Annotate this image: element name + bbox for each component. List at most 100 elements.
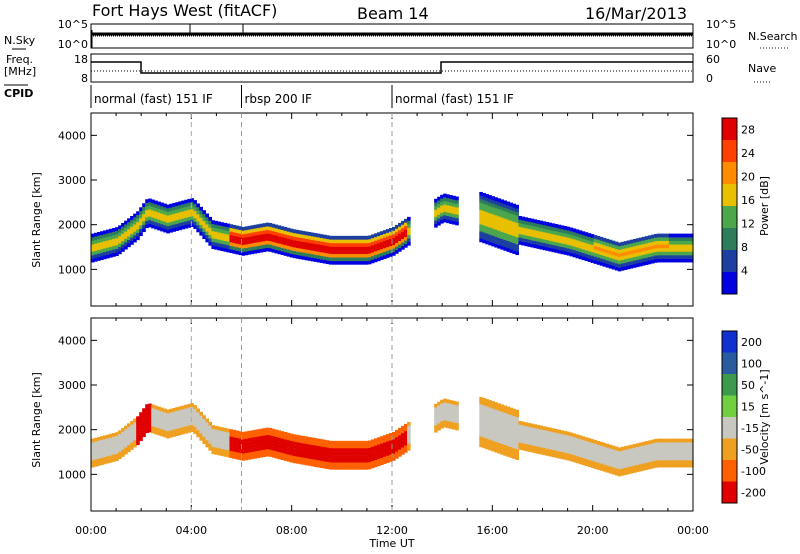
power-cell [614,259,619,264]
power-cell [187,220,191,225]
power-cell [274,246,279,250]
power-cell [346,235,351,240]
velocity-cell [578,442,583,447]
velocity-cell [482,437,486,442]
velocity-cell [407,432,411,437]
velocity-cell [181,430,185,435]
power-cell [127,218,131,223]
velocity-cell [491,422,495,427]
power-cell [181,211,185,216]
velocity-cell [241,456,246,461]
power-cell [94,257,98,262]
velocity-cell [115,446,119,451]
velocity-cell [370,457,375,462]
velocity-cell [151,415,155,420]
power-cell [190,198,194,202]
power-cell [638,255,643,260]
velocity-cell [196,412,200,416]
velocity-cell [295,449,300,453]
velocity-cell [193,405,197,409]
velocity-cell [376,458,381,463]
velocity-cell [569,443,574,448]
velocity-cell [235,455,240,460]
velocity-cell [169,412,173,417]
power-cell [500,217,504,222]
velocity-cell [274,440,279,445]
velocity-cell [512,419,517,424]
power-cell [584,253,589,258]
power-cell [241,226,246,231]
power-cell [452,213,456,218]
velocity-cell [446,413,450,418]
power-cell [91,258,95,263]
power-cell [223,226,228,231]
velocity-cell [367,444,372,448]
power-cell [575,236,580,241]
power-cell [533,226,538,231]
velocity-cell [298,453,303,458]
power-cell [509,227,513,232]
power-cell [106,254,110,259]
power-cell [316,233,321,238]
power-cell [97,249,101,254]
velocity-cell [169,430,173,435]
velocity-cell [554,436,559,440]
velocity-cell [575,434,580,439]
velocity-cell [322,446,327,451]
velocity-cell [265,434,270,439]
velocity-cell [572,440,577,445]
velocity-cell [292,452,297,457]
power-cell [208,216,212,221]
velocity-cell [97,440,101,445]
power-cell [334,239,339,244]
power-cell [184,210,188,215]
power-cell [310,232,315,237]
velocity-cell [653,456,658,461]
velocity-cell [629,448,634,453]
power-cell [172,227,176,232]
velocity-cell [121,438,125,443]
power-cell [404,229,408,234]
power-cell [617,267,622,272]
y-tick-label: 1000 [58,263,86,276]
velocity-cell [256,429,261,434]
power-cell [506,248,510,252]
velocity-cell [310,458,315,463]
velocity-cell [130,442,134,447]
power-cell [605,253,610,257]
velocity-cell [91,445,95,450]
velocity-cell [151,426,155,430]
velocity-cell [515,413,520,418]
velocity-cell [226,450,231,454]
velocity-cell [584,455,589,459]
power-cell [623,248,628,253]
power-cell [683,237,688,241]
power-cell [542,224,547,229]
power-cell [650,259,655,264]
velocity-cell [434,418,438,422]
velocity-cell [286,432,291,437]
velocity-cell [563,456,568,460]
velocity-cell [512,422,517,427]
power-cell [355,243,360,247]
velocity-cell [509,414,513,419]
power-cell [440,198,444,203]
power-cell [575,240,580,244]
power-cell [106,243,110,248]
velocity-cell [554,446,559,451]
power-cell [364,239,369,244]
velocity-cell [118,451,122,456]
power-cell [647,260,652,265]
power-cell [262,244,267,249]
power-cell [238,229,243,234]
power-cell [271,241,276,246]
velocity-cell [392,435,396,440]
velocity-cell [650,453,655,458]
velocity-cell [677,456,682,461]
velocity-cell [539,447,544,451]
power-cell [322,234,327,239]
velocity-cell [485,427,489,432]
power-cell [115,230,119,235]
colorbar-tick-label: 4 [741,265,748,278]
power-cell [512,210,517,215]
